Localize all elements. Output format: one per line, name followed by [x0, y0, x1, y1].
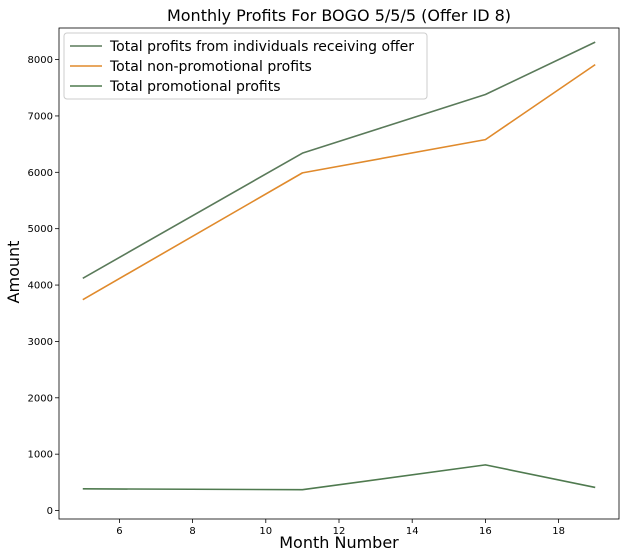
- x-tick-label: 10: [259, 526, 272, 537]
- y-tick-label: 7000: [28, 111, 53, 122]
- series-line-1: [82, 41, 596, 279]
- y-tick-label: 1000: [28, 450, 53, 461]
- legend-items: Total profits from individuals receiving…: [70, 39, 414, 95]
- plot-area: 6 8 10 12 14 16 18 0 1000 2000 3000 4000 5000 6000 70…: [28, 27, 620, 537]
- x-tick-label: 8: [189, 526, 195, 537]
- x-tick-label: 18: [552, 526, 565, 537]
- legend-label-1: Total profits from individuals receiving…: [109, 39, 414, 55]
- legend-box: [63, 32, 428, 100]
- chart-title: Monthly Profits For BOGO 5/5/5 (Offer ID…: [167, 6, 511, 25]
- legend-label-3: Total promotional profits: [109, 79, 281, 95]
- x-tick-label: 16: [479, 526, 492, 537]
- x-tick-label: 14: [406, 526, 419, 537]
- x-tick-label: 12: [333, 526, 346, 537]
- y-tick-label: 2000: [28, 393, 53, 404]
- y-tick-label: 6000: [28, 168, 53, 179]
- legend: Total profits from individuals receiving…: [63, 32, 428, 100]
- y-axis-title: Amount: [4, 241, 23, 304]
- series-line-2: [82, 63, 596, 301]
- x-axis-ticks: 6 8 10 12 14 16 18: [116, 519, 565, 537]
- y-tick-label: 5000: [28, 224, 53, 235]
- series-line-3: [82, 464, 596, 491]
- x-tick-label: 6: [116, 526, 122, 537]
- y-tick-label: 8000: [28, 55, 53, 66]
- x-axis-title: Month Number: [279, 533, 399, 552]
- y-axis-ticks: 0 1000 2000 3000 4000 5000 6000 7000 8000: [28, 55, 59, 517]
- legend-label-2: Total non-promotional profits: [109, 59, 312, 75]
- y-tick-label: 3000: [28, 337, 53, 348]
- y-tick-label: 4000: [28, 281, 53, 292]
- series-layer: [82, 41, 596, 491]
- y-tick-label: 0: [47, 506, 53, 517]
- plot-frame: [58, 27, 620, 520]
